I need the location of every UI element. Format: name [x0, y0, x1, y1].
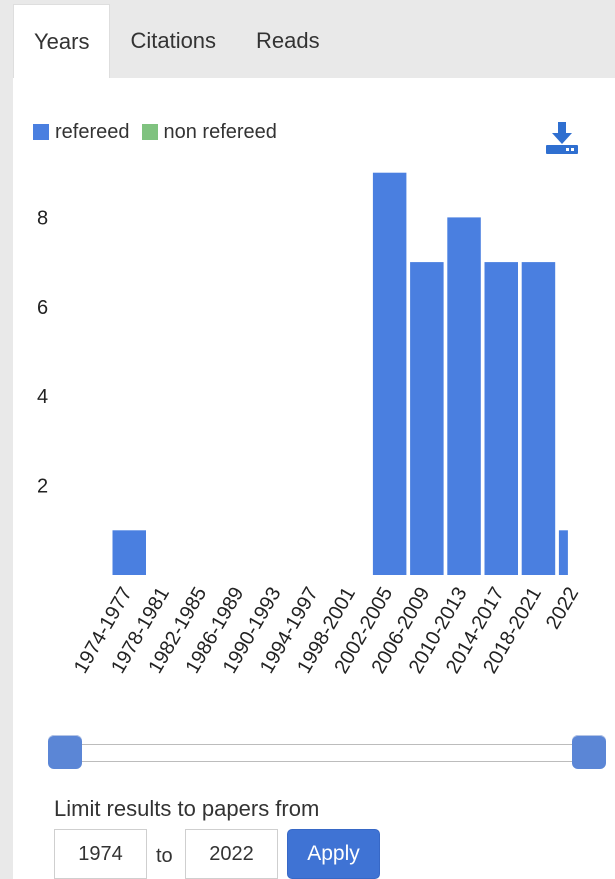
year-range-track[interactable] — [64, 744, 589, 762]
year-to-input[interactable] — [185, 829, 278, 879]
bar-2006-2009[interactable] — [410, 262, 444, 575]
bar-2010-2013[interactable] — [447, 217, 481, 575]
bar-2022[interactable] — [558, 530, 568, 575]
legend-item-refereed[interactable]: refereed — [33, 121, 130, 144]
slider-handle-min[interactable] — [48, 735, 82, 769]
year-from-input[interactable] — [54, 829, 147, 879]
y-tick-label: 2 — [37, 476, 48, 498]
legend-swatch-refereed — [33, 124, 49, 140]
tab-citations[interactable]: Citations — [130, 28, 217, 53]
tab-years[interactable]: Years — [13, 4, 111, 78]
legend-label-refereed: refereed — [55, 120, 130, 143]
slider-handle-max[interactable] — [572, 735, 606, 769]
y-tick-label: 8 — [37, 207, 48, 229]
apply-button[interactable]: Apply — [287, 829, 380, 879]
bar-2018-2021[interactable] — [521, 262, 556, 575]
legend-label-non-refereed: non refereed — [163, 120, 277, 143]
bar-1974-1977[interactable] — [112, 530, 147, 575]
tab-reads[interactable]: Reads — [256, 28, 320, 53]
legend-item-non-refereed[interactable]: non refereed — [141, 120, 277, 144]
y-tick-label: 4 — [37, 386, 48, 408]
chart-legend: refereed non refereed — [33, 120, 289, 144]
bar-2014-2017[interactable] — [484, 262, 519, 575]
tab-bar: Years Citations Reads — [13, 4, 340, 78]
limit-results-label: Limit results to papers from — [54, 796, 320, 821]
bar-2002-2005[interactable] — [372, 172, 407, 575]
to-label: to — [156, 845, 173, 867]
legend-swatch-non-refereed — [141, 124, 158, 140]
download-icon[interactable] — [544, 120, 580, 156]
years-bar-chart: 24681974-19771978-19811982-19851986-1989… — [37, 172, 583, 677]
x-tick-label: 2022 — [542, 584, 583, 634]
y-tick-label: 6 — [37, 297, 48, 319]
